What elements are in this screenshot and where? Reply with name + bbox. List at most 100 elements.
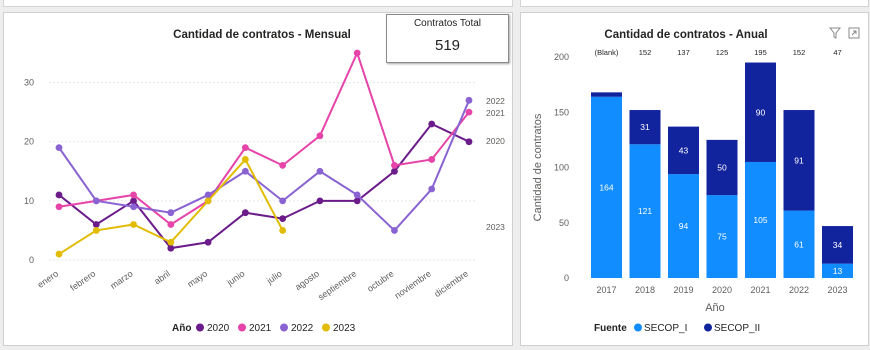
data-point[interactable] <box>279 215 287 223</box>
x-tick-label: 2022 <box>789 285 809 295</box>
annual-chart-card: Cantidad de contratos - Anual 0 50 100 150 20… <box>520 12 869 346</box>
focus-mode-icon[interactable] <box>848 27 860 39</box>
legend-title: Año <box>172 323 191 334</box>
data-point[interactable] <box>353 49 361 57</box>
bar-segment-SECOP_II[interactable] <box>668 126 699 175</box>
legend-marker[interactable] <box>634 323 642 332</box>
x-tick-label: 2018 <box>635 285 655 295</box>
legend-item-label[interactable]: 2023 <box>333 323 356 334</box>
x-tick-label: agosto <box>293 268 321 292</box>
kpi-card[interactable]: Contratos Total 519 <box>386 14 509 63</box>
bar-segment-SECOP_I[interactable] <box>629 144 661 278</box>
data-point[interactable] <box>92 221 100 228</box>
bar-segment-SECOP_II[interactable] <box>706 139 738 196</box>
legend-title: Fuente <box>594 323 627 334</box>
filter-icon[interactable] <box>828 27 842 39</box>
bar-segment-SECOP_I[interactable] <box>783 210 815 278</box>
bar-segment-SECOP_II[interactable] <box>629 110 661 145</box>
legend-item-label[interactable]: 2021 <box>249 323 272 334</box>
data-point[interactable] <box>241 156 249 163</box>
legend-marker[interactable] <box>196 323 204 332</box>
data-point[interactable] <box>55 250 63 258</box>
x-tick-label: 2019 <box>673 285 693 295</box>
legend-marker[interactable] <box>280 323 288 332</box>
data-point[interactable] <box>55 191 63 199</box>
legend-item-label[interactable]: SECOP_II <box>714 323 760 334</box>
data-point[interactable] <box>130 197 137 205</box>
legend-item-label[interactable]: 2020 <box>207 323 230 334</box>
data-point[interactable] <box>316 167 324 175</box>
data-point[interactable] <box>465 96 473 104</box>
data-point[interactable] <box>204 238 212 246</box>
focus-mode-icon-frame <box>848 27 860 39</box>
bar-segment-SECOP_I[interactable] <box>745 161 776 278</box>
x-tick-label: febrero <box>68 268 97 293</box>
bar-segment-SECOP_I[interactable] <box>591 96 622 278</box>
bar-data-label: 121 <box>638 206 652 216</box>
x-tick-label: julio <box>264 268 284 286</box>
data-point[interactable] <box>167 244 175 252</box>
data-point[interactable] <box>316 132 324 140</box>
bar-total-label: 47 <box>833 48 841 57</box>
data-point[interactable] <box>428 120 436 128</box>
data-point[interactable] <box>279 227 287 234</box>
y-tick-label: 30 <box>24 78 34 88</box>
data-point[interactable] <box>130 203 137 211</box>
bar-data-label: 105 <box>753 215 767 225</box>
x-tick-label: 2023 <box>827 285 847 295</box>
monthly-line-chart: Cantidad de contratos - Mensual 0 10 20 30 en… <box>24 29 505 334</box>
annual-bar-chart: Cantidad de contratos - Anual 0 50 100 150 20… <box>532 27 860 334</box>
top-panel-strip-right <box>520 0 869 7</box>
data-point[interactable] <box>241 167 249 175</box>
data-point[interactable] <box>130 221 137 228</box>
series-end-label: 2020 <box>486 136 505 146</box>
legend-marker[interactable] <box>238 323 246 332</box>
data-point[interactable] <box>428 156 436 163</box>
bar-data-label: 31 <box>640 122 650 132</box>
data-point[interactable] <box>353 197 361 205</box>
data-point[interactable] <box>241 209 249 217</box>
data-point[interactable] <box>353 191 361 199</box>
data-point[interactable] <box>167 209 175 217</box>
data-point[interactable] <box>241 144 249 152</box>
chart-title: Cantidad de contratos - Anual <box>604 29 767 41</box>
data-point[interactable] <box>204 191 212 199</box>
data-point[interactable] <box>316 197 324 205</box>
data-point[interactable] <box>391 167 398 175</box>
data-point[interactable] <box>55 144 63 152</box>
focus-mode-icon-arrow <box>851 30 857 36</box>
legend-marker[interactable] <box>322 323 330 332</box>
series-end-label: 2023 <box>486 222 505 232</box>
bar-segment-SECOP_I[interactable] <box>822 263 853 278</box>
bar-segment-SECOP_II[interactable] <box>822 226 853 264</box>
bar-segment-SECOP_II[interactable] <box>783 110 815 211</box>
kpi-label: Contratos Total <box>413 18 482 29</box>
bar-total-label: (Blank) <box>595 48 619 57</box>
bar-segment-SECOP_I[interactable] <box>668 174 699 278</box>
data-point[interactable] <box>465 108 473 116</box>
data-point[interactable] <box>167 238 175 246</box>
bar-segment-SECOP_I[interactable] <box>706 195 738 278</box>
x-tick-label: noviembre <box>393 268 433 300</box>
data-point[interactable] <box>92 227 100 234</box>
series-end-label: 2022 <box>486 96 505 106</box>
data-point[interactable] <box>465 138 473 146</box>
x-tick-label: 2017 <box>596 285 616 295</box>
data-point[interactable] <box>92 197 100 205</box>
data-point[interactable] <box>130 191 137 199</box>
data-point[interactable] <box>55 203 63 211</box>
legend-item-label[interactable]: 2022 <box>291 323 314 334</box>
data-point[interactable] <box>279 161 287 169</box>
bar-data-label: 61 <box>794 239 804 249</box>
data-point[interactable] <box>391 161 398 169</box>
data-point[interactable] <box>279 197 287 205</box>
data-point[interactable] <box>391 227 398 234</box>
y-tick-label: 20 <box>24 137 34 147</box>
data-point[interactable] <box>167 221 175 228</box>
bar-segment-SECOP_II[interactable] <box>591 92 622 97</box>
legend-marker[interactable] <box>704 323 712 332</box>
bar-segment-SECOP_II[interactable] <box>745 62 776 162</box>
legend-item-label[interactable]: SECOP_I <box>644 323 687 334</box>
data-point[interactable] <box>428 185 436 193</box>
data-point[interactable] <box>204 197 212 205</box>
